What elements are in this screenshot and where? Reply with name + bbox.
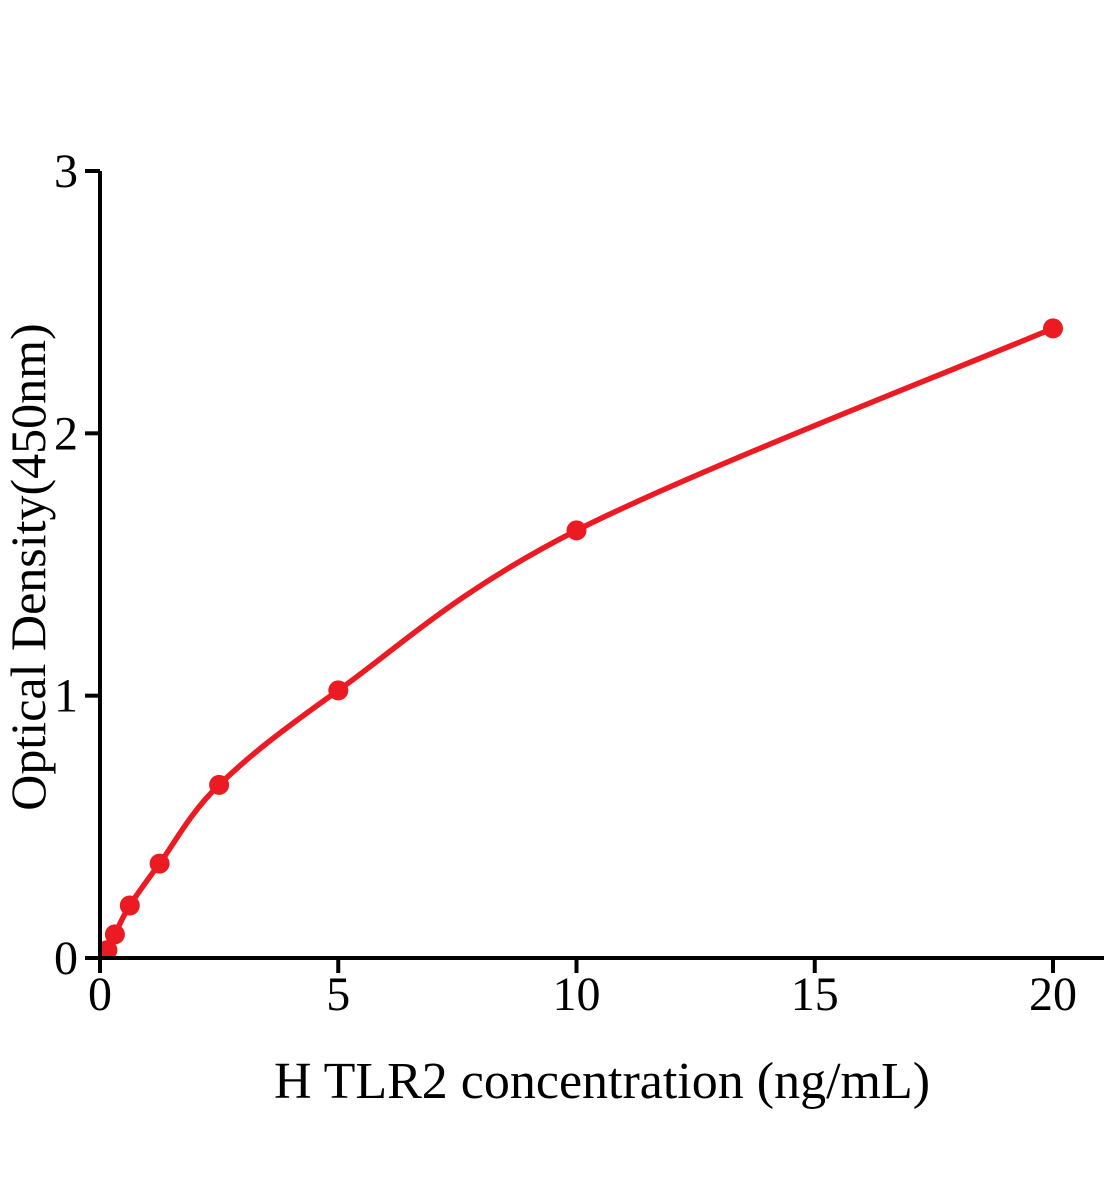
x-tick-label-10: 10 xyxy=(553,968,601,1021)
data-point-10 xyxy=(566,520,587,541)
axis-frame xyxy=(98,171,1104,960)
data-point-0.156 xyxy=(100,940,118,960)
y-tick-label-0: 0 xyxy=(54,932,78,985)
y-axis-label: Optical Density(450nm) xyxy=(0,323,56,811)
y-tick-label-2: 2 xyxy=(54,407,78,460)
data-point-2.5 xyxy=(209,774,230,795)
x-axis-label: H TLR2 concentration (ng/mL) xyxy=(273,1053,931,1110)
curve-line xyxy=(100,325,1056,960)
x-tick-label-15: 15 xyxy=(791,968,839,1021)
data-point-20 xyxy=(1043,318,1063,339)
data-point-0.625 xyxy=(119,895,140,916)
x-tick-label-5: 5 xyxy=(326,968,350,1021)
data-point-1.25 xyxy=(149,853,170,874)
x-tick-label-20: 20 xyxy=(1029,968,1077,1021)
x-tick-label-0: 0 xyxy=(88,968,112,1021)
y-tick-label-1: 1 xyxy=(54,670,78,723)
y-tick-label-3: 3 xyxy=(54,145,78,198)
data-point-0.3125 xyxy=(104,924,125,945)
data-point-5 xyxy=(328,680,349,701)
